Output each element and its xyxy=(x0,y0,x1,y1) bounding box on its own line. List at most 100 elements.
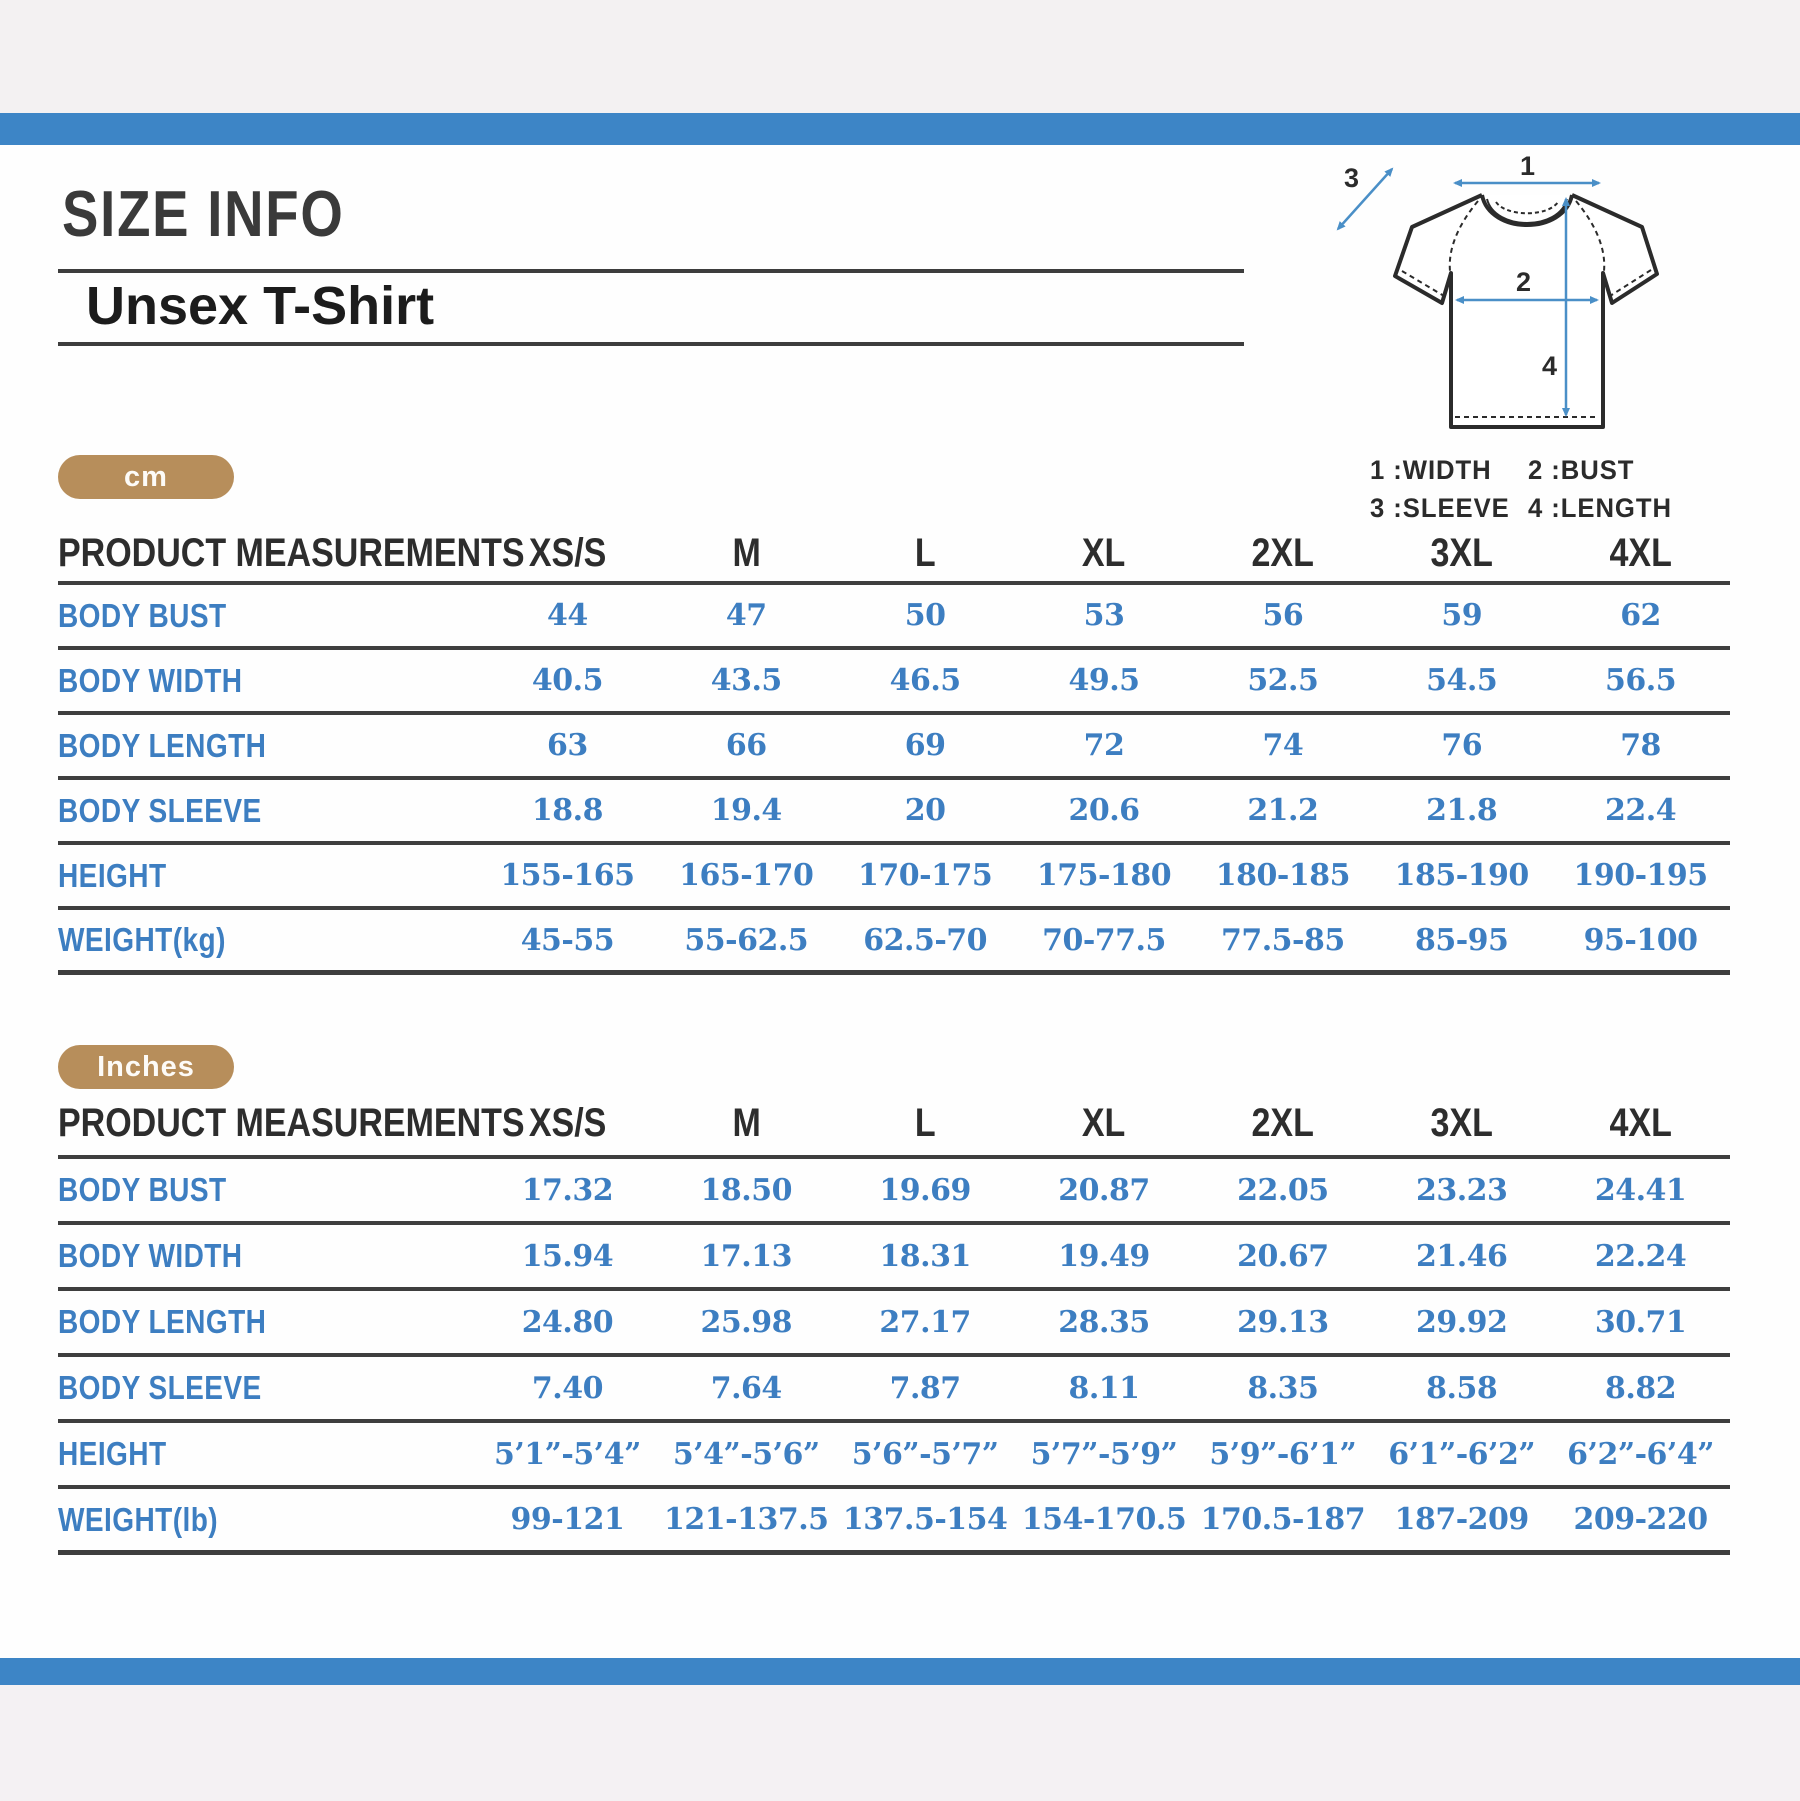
size-value: 29.13 xyxy=(1237,1304,1329,1340)
row-label: WEIGHT(lb) xyxy=(58,1500,219,1538)
size-value: 99-121 xyxy=(510,1502,625,1537)
divider-bottom xyxy=(58,342,1244,346)
size-value: 154-170.5 xyxy=(1021,1502,1187,1537)
size-value: 20.87 xyxy=(1058,1172,1150,1208)
column-header: 3XL xyxy=(1430,1100,1493,1145)
row-label: HEIGHT xyxy=(58,1435,167,1472)
size-value: 54.5 xyxy=(1426,663,1498,698)
size-value: 7.87 xyxy=(889,1370,962,1406)
marker-3: 3 xyxy=(1344,163,1359,193)
size-value: 59 xyxy=(1441,598,1483,633)
bottom-blue-bar xyxy=(0,1658,1800,1685)
row-label: WEIGHT(kg) xyxy=(58,921,226,958)
size-value: 49.5 xyxy=(1068,663,1140,698)
size-value: 22.05 xyxy=(1237,1172,1329,1208)
size-value: 7.40 xyxy=(531,1370,604,1406)
size-value: 170.5-187 xyxy=(1200,1502,1366,1537)
size-value: 77.5-85 xyxy=(1220,922,1345,958)
tshirt-illustration-icon: 1 2 3 4 xyxy=(1336,151,1659,429)
table-row: BODY BUST 44 47 50 53 56 59 62 xyxy=(58,585,1730,650)
table-row: BODY LENGTH 24.80 25.98 27.17 28.35 29.1… xyxy=(58,1291,1730,1357)
size-value: 53 xyxy=(1083,598,1125,633)
size-value: 190-195 xyxy=(1573,858,1708,893)
row-label: BODY SLEEVE xyxy=(58,1369,262,1406)
size-value: 46.5 xyxy=(889,663,962,698)
table-row: BODY WIDTH 15.94 17.13 18.31 19.49 20.67… xyxy=(58,1225,1730,1291)
size-value: 170-175 xyxy=(858,858,993,893)
size-value: 70-77.5 xyxy=(1042,922,1166,958)
sleeve-arrow xyxy=(1336,167,1394,231)
column-header: 3XL xyxy=(1430,530,1493,575)
size-value: 43.5 xyxy=(710,663,783,698)
size-value: 23.23 xyxy=(1415,1172,1508,1208)
size-value: 21.46 xyxy=(1415,1238,1508,1274)
table-header-row: PRODUCT MEASUREMENTS XS/S M L XL 2XL 3XL… xyxy=(58,525,1730,585)
table-row: BODY LENGTH 63 66 69 72 74 76 78 xyxy=(58,715,1730,780)
size-value: 69 xyxy=(904,728,946,763)
top-band xyxy=(0,0,1800,113)
size-value: 165-170 xyxy=(679,858,814,893)
size-value: 6’1”-6’2” xyxy=(1388,1436,1536,1472)
size-value: 8.35 xyxy=(1247,1370,1319,1406)
column-header: 2XL xyxy=(1251,530,1315,575)
column-header: L xyxy=(914,530,936,575)
table-row: HEIGHT 5’1”-5’4” 5’4”-5’6” 5’6”-5’7” 5’7… xyxy=(58,1423,1730,1489)
size-value: 187-209 xyxy=(1394,1502,1530,1537)
size-value: 62.5-70 xyxy=(863,922,988,958)
size-value: 18.50 xyxy=(700,1172,793,1208)
size-value: 21.8 xyxy=(1426,793,1498,828)
unit-badge-cm: cm xyxy=(58,455,234,499)
table-header-row: PRODUCT MEASUREMENTS XS/S M L XL 2XL 3XL… xyxy=(58,1091,1730,1159)
size-value: 5’9”-6’1” xyxy=(1209,1436,1357,1472)
size-value: 17.32 xyxy=(521,1172,614,1208)
legend-length: 4 :LENGTH xyxy=(1528,493,1672,523)
size-value: 175-180 xyxy=(1036,858,1172,893)
legend-sleeve: 3 :SLEEVE xyxy=(1370,493,1510,523)
legend-width: 1 :WIDTH xyxy=(1370,455,1492,485)
size-value: 20 xyxy=(904,793,946,828)
size-value: 20.67 xyxy=(1237,1238,1329,1274)
size-value: 95-100 xyxy=(1583,922,1698,958)
size-value: 22.24 xyxy=(1594,1238,1687,1274)
top-blue-bar xyxy=(0,113,1800,145)
size-value: 72 xyxy=(1083,728,1125,763)
size-value: 209-220 xyxy=(1573,1502,1708,1537)
row-label: BODY WIDTH xyxy=(58,661,243,699)
column-header: L xyxy=(914,1100,936,1145)
size-value: 47 xyxy=(725,598,767,633)
size-value: 55-62.5 xyxy=(684,922,809,958)
size-table-inches: PRODUCT MEASUREMENTS XS/S M L XL 2XL 3XL… xyxy=(58,1091,1730,1555)
size-value: 137.5-154 xyxy=(842,1502,1008,1537)
size-value: 63 xyxy=(547,728,588,763)
size-value: 76 xyxy=(1441,728,1483,763)
size-value: 29.92 xyxy=(1415,1304,1508,1340)
size-value: 74 xyxy=(1262,728,1304,763)
column-header: 2XL xyxy=(1251,1100,1315,1145)
size-value: 44 xyxy=(547,598,588,633)
size-value: 78 xyxy=(1620,728,1661,763)
column-header: M xyxy=(732,530,761,575)
size-value: 15.94 xyxy=(521,1238,614,1274)
marker-4: 4 xyxy=(1542,351,1557,381)
size-value: 56.5 xyxy=(1605,663,1677,698)
size-value: 24.41 xyxy=(1594,1172,1687,1208)
row-label: HEIGHT xyxy=(58,856,167,894)
table-row: BODY SLEEVE 18.8 19.4 20 20.6 21.2 21.8 … xyxy=(58,780,1730,845)
size-value: 6’2”-6’4” xyxy=(1567,1436,1714,1472)
divider-top xyxy=(58,269,1244,273)
content-card: SIZE INFO Unsex T-Shirt xyxy=(0,145,1800,1658)
row-label: BODY LENGTH xyxy=(58,1303,267,1340)
marker-2: 2 xyxy=(1516,267,1531,297)
row-label: BODY WIDTH xyxy=(58,1237,243,1274)
size-value: 121-137.5 xyxy=(664,1502,829,1537)
column-header: PRODUCT MEASUREMENTS xyxy=(58,1100,525,1145)
table-row: BODY WIDTH 40.5 43.5 46.5 49.5 52.5 54.5… xyxy=(58,650,1730,715)
size-value: 19.4 xyxy=(710,793,783,828)
size-value: 52.5 xyxy=(1247,663,1319,698)
size-value: 28.35 xyxy=(1058,1304,1150,1340)
size-value: 22.4 xyxy=(1605,793,1677,828)
page-title: SIZE INFO xyxy=(62,178,345,251)
tshirt-measurement-diagram: 1 2 3 4 1 :WIDTH 2 :BUST 3 :SLEEVE 4 :LE… xyxy=(1330,151,1675,524)
size-value: 155-165 xyxy=(500,858,635,893)
table-row: BODY BUST 17.32 18.50 19.69 20.87 22.05 … xyxy=(58,1159,1730,1225)
